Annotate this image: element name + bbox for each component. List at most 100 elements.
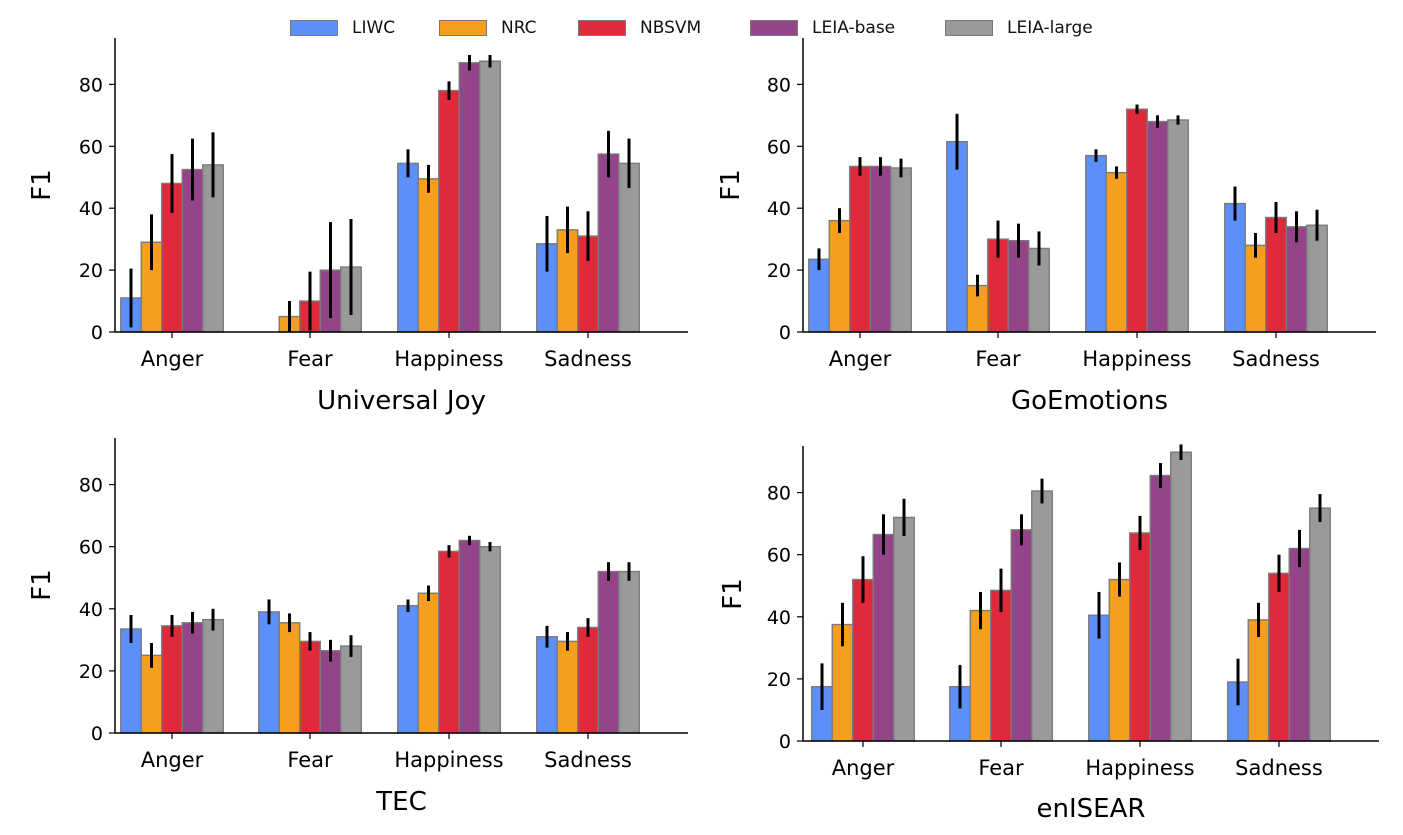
panel-4-ytick-label-60: 60 [767, 545, 791, 567]
panel-4-y-axis-label: F1 [718, 578, 748, 610]
panel-4-xtick-label-anger: Anger [832, 756, 895, 780]
panel-3-bar-fear-leia-large [340, 645, 362, 734]
panel-3-bar-happiness-liwc [397, 604, 419, 734]
panel-2-bar-sadness-liwc [1224, 202, 1246, 333]
panel-3-bar-happiness-nbsvm [438, 550, 460, 734]
panel-3-bar-happiness-leia-large [479, 545, 501, 734]
panel-4-bar-fear-nbsvm [990, 589, 1012, 742]
panel-1-bar-happiness-liwc [397, 162, 419, 333]
panel-4-bar-sadness-leia-large [1309, 507, 1331, 742]
panel-3-bar-anger-leia-base [181, 622, 204, 734]
panel-3-xtick-label-anger: Anger [141, 748, 204, 772]
panel-4-xtick-label-happiness: Happiness [1085, 756, 1194, 780]
panel-3-bar-sadness-nbsvm [577, 626, 599, 734]
panel-1-bar-sadness-leia-base [597, 153, 620, 333]
panel-4-bar-fear-leia-base [1010, 529, 1033, 742]
panel-2-xtick-label-sadness: Sadness [1232, 347, 1320, 371]
panel-2-bar-happiness-liwc [1085, 154, 1107, 333]
legend-label-nbsvm: NBSVM [640, 18, 702, 38]
legend-item-nrc: NRC [439, 16, 537, 40]
panel-3-bar-fear-liwc [258, 611, 280, 734]
panel-3-bar-sadness-leia-base [597, 570, 620, 734]
panel-2-ytick-label-0: 0 [779, 322, 791, 344]
legend: LIWC NRC NBSVM LEIA-base LEIA-large [290, 16, 1120, 40]
panel-3-bar-fear-nrc [278, 622, 301, 734]
panel-3-y-axis-label: F1 [27, 569, 57, 601]
panel-1-bar-sadness-leia-large [618, 162, 640, 333]
panel-4-xtick-label-sadness: Sadness [1235, 756, 1323, 780]
panel-4-ytick-label-0: 0 [779, 731, 791, 753]
panel-2-bar-happiness-nbsvm [1126, 108, 1148, 333]
panel-4-bar-anger-leia-large [893, 516, 915, 742]
panel-4-bar-happiness-leia-base [1149, 474, 1172, 742]
panel-1-bar-happiness-leia-large [479, 60, 501, 333]
panel-3-bar-anger-nbsvm [161, 625, 183, 734]
panel-3-bar-sadness-nrc [556, 640, 579, 734]
legend-item-nbsvm: NBSVM [578, 16, 701, 40]
panel-2-ytick-label-40: 40 [767, 198, 791, 220]
legend-label-nrc: NRC [501, 18, 537, 38]
panel-1-ytick-label-20: 20 [79, 260, 103, 282]
panel-1-bar-happiness-leia-base [458, 62, 481, 333]
panel-3-xtick-label-sadness: Sadness [544, 748, 632, 772]
panel-4-bar-sadness-leia-base [1288, 547, 1311, 742]
panel-3-ytick-label-80: 80 [79, 475, 103, 497]
legend-label-leia-large: LEIA-large [1007, 18, 1093, 38]
panel-1-ytick-label-40: 40 [79, 198, 103, 220]
legend-swatch-leia-base [750, 20, 798, 36]
panel-1-x-axis-label: Universal Joy [317, 386, 486, 416]
panel-2-ytick-label-80: 80 [767, 74, 791, 96]
panel-4-bar-sadness-nrc [1247, 619, 1270, 742]
legend-swatch-nrc [439, 20, 487, 36]
panel-3-bar-anger-liwc [120, 628, 142, 734]
panel-2-bar-anger-leia-large [890, 167, 912, 333]
panel-2-xtick-label-anger: Anger [829, 347, 892, 371]
panel-1-ytick-label-0: 0 [91, 322, 103, 344]
panel-3-xtick-label-happiness: Happiness [394, 748, 503, 772]
panel-2-bar-anger-liwc [808, 258, 830, 333]
panel-1-xtick-label-happiness: Happiness [394, 347, 503, 371]
legend-item-liwc: LIWC [290, 16, 395, 40]
panel-2-bar-sadness-leia-base [1285, 226, 1308, 333]
panel-2-ytick-label-20: 20 [767, 260, 791, 282]
panel-1-ytick-label-60: 60 [79, 136, 103, 158]
panel-1-bar-happiness-nrc [417, 178, 440, 333]
legend-label-liwc: LIWC [352, 18, 396, 38]
panel-2-ytick-label-60: 60 [767, 136, 791, 158]
panel-2-xtick-label-fear: Fear [975, 347, 1021, 371]
panel-2-xtick-label-happiness: Happiness [1082, 347, 1191, 371]
panel-2-bar-happiness-nrc [1105, 171, 1128, 333]
panel-3-ytick-label-60: 60 [79, 537, 103, 559]
panel-4-bar-anger-leia-base [872, 533, 895, 742]
panel-4-bar-sadness-nbsvm [1268, 572, 1290, 742]
legend-swatch-leia-large [945, 20, 993, 36]
panel-2-bar-fear-liwc [946, 140, 968, 333]
panel-1-ytick-label-80: 80 [79, 74, 103, 96]
panel-4-xtick-label-fear: Fear [978, 756, 1024, 780]
panel-2-y-axis-label: F1 [716, 169, 746, 201]
legend-item-leia-large: LEIA-large [945, 16, 1093, 40]
panel-4-x-axis-label: enISEAR [1037, 794, 1146, 824]
panel-4-bar-fear-nrc [969, 609, 992, 742]
panel-1-xtick-label-anger: Anger [141, 347, 204, 371]
panel-2-bar-anger-leia-base [869, 165, 892, 333]
panel-2-bar-anger-nbsvm [849, 165, 871, 333]
panel-2-bar-happiness-leia-large [1167, 119, 1189, 333]
legend-swatch-liwc [290, 20, 338, 36]
panel-3-bar-happiness-nrc [417, 592, 440, 734]
panel-4-ytick-label-20: 20 [767, 669, 791, 691]
panel-3-ytick-label-20: 20 [79, 661, 103, 683]
panel-3-bar-anger-leia-large [202, 618, 224, 734]
panel-3-ytick-label-0: 0 [91, 723, 103, 745]
panel-3-bar-fear-nbsvm [299, 640, 321, 734]
panel-2-x-axis-label: GoEmotions [1011, 386, 1168, 416]
panel-3-bar-sadness-leia-large [618, 570, 640, 734]
panel-2-bar-sadness-nbsvm [1265, 216, 1287, 333]
panel-2-bar-anger-nrc [828, 219, 851, 333]
panel-3-ytick-label-40: 40 [79, 599, 103, 621]
panel-4-bar-happiness-nrc [1108, 578, 1131, 742]
panel-4-ytick-label-40: 40 [767, 607, 791, 629]
legend-label-leia-base: LEIA-base [812, 18, 896, 38]
